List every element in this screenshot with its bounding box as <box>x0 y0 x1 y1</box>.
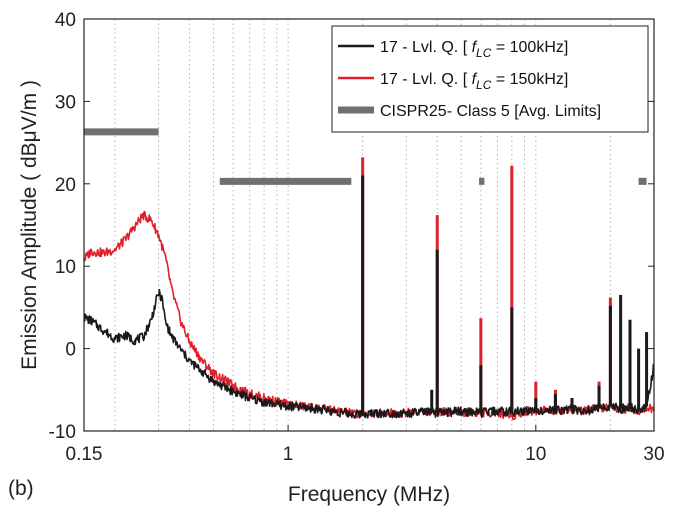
limit-segments <box>84 128 647 185</box>
series-150khz-line <box>83 210 655 421</box>
legend-entry: 17 - Lvl. Q. [ fLC = 100kHz] <box>380 39 568 60</box>
x-axis-label: Frequency (MHz) <box>288 483 450 506</box>
legend-box <box>331 25 649 133</box>
y-tick-label: 10 <box>55 257 76 278</box>
plot-frame <box>83 18 655 432</box>
axis-ticks: -10 0 10 20 30 40 0.15 1 10 30 <box>49 10 665 465</box>
y-tick-label: 20 <box>55 175 76 196</box>
x-tick-label: 10 <box>525 444 546 465</box>
series-lines <box>83 157 655 421</box>
y-axis-label: Emission Amplitude ( dBμV/m ) <box>18 80 41 370</box>
series-100khz-line <box>83 288 655 419</box>
y-tick-label: 30 <box>55 92 76 113</box>
y-tick-label: 40 <box>55 10 76 31</box>
legend-entry: CISPR25- Class 5 [Avg. Limits] <box>380 103 601 120</box>
y-tick-label: -10 <box>49 422 76 443</box>
panel-label: (b) <box>8 477 34 500</box>
x-tick-label: 0.15 <box>66 444 103 465</box>
legend-entry: 17 - Lvl. Q. [ fLC = 150kHz] <box>380 71 568 92</box>
x-tick-label: 1 <box>283 444 294 465</box>
x-tick-label: 30 <box>643 444 664 465</box>
y-tick-label: 0 <box>65 340 76 361</box>
legend: 17 - Lvl. Q. [ fLC = 100kHz] 17 - Lvl. Q.… <box>331 25 649 133</box>
